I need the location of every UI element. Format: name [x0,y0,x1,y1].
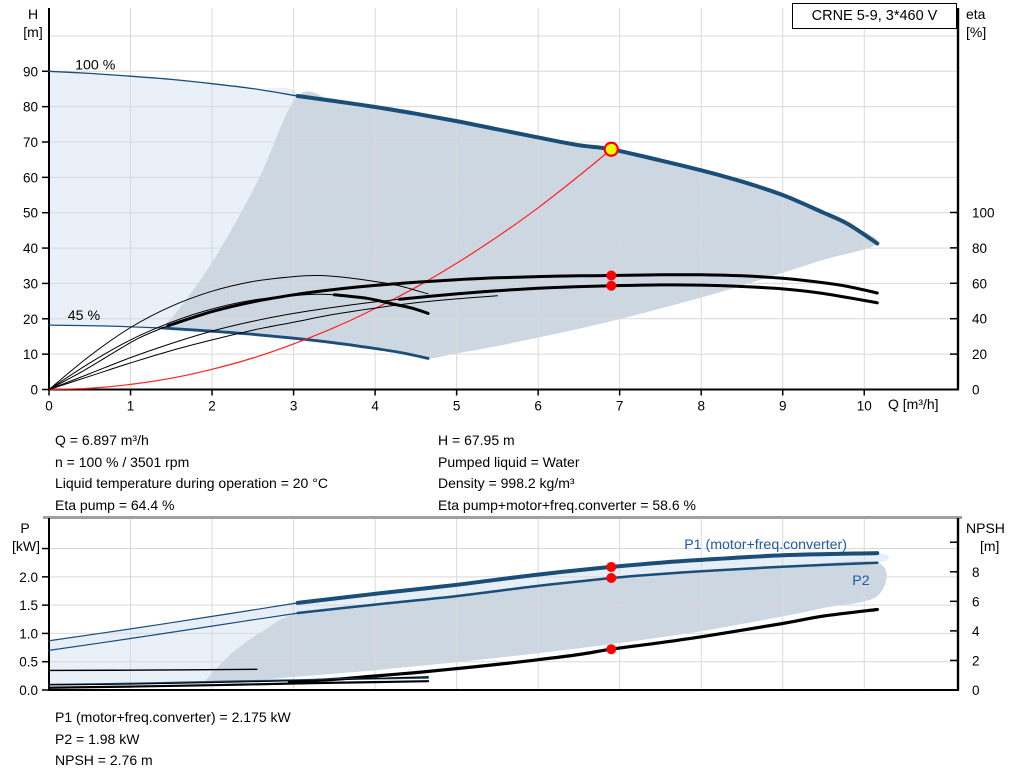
y2-tick-label: 40 [972,312,987,327]
y-tick-label: 10 [23,347,38,362]
y2-tick-label: 0 [972,383,980,398]
x-tick-label: 5 [453,399,461,414]
p1-point[interactable] [606,561,617,572]
y-tick-label: 0.0 [19,683,38,698]
y-tick-label: 20 [23,312,38,327]
info-line-q: Q = 6.897 m³/h [55,432,149,448]
p2-point[interactable] [606,572,617,583]
info-line-p1: P1 (motor+freq.converter) = 2.175 kW [55,709,291,725]
y-tick-label: 1.5 [19,598,38,613]
p2-label: P2 [852,573,869,589]
x-tick-label: 9 [779,399,787,414]
y-tick-label: 70 [23,135,38,150]
q-axis-title: Q [m³/h] [888,396,939,412]
x-tick-label: 3 [290,399,298,414]
duty-info-block-left: Q = 6.897 m³/h n = 100 % / 3501 rpm Liqu… [55,430,328,516]
eta-pump-45-thin [48,274,429,390]
y-tick-label: 1.0 [19,626,38,641]
p-axis-title: P [20,520,30,536]
head-curve-45-thin [48,324,163,329]
operating-envelope [162,91,878,359]
y-tick-label: 80 [23,100,38,115]
x-tick-label: 6 [534,399,542,414]
eta-total-100-thin [48,298,401,390]
eta-total-45-thin [48,293,335,390]
npsh-curve [287,607,879,684]
pump-title-box: CRNE 5-9, 3*460 V [792,3,957,29]
eta-aux-thin [48,295,498,390]
x-tick-label: 1 [127,399,135,414]
info-line-npsh: NPSH = 2.76 m [55,752,153,768]
p1-label: P1 (motor+freq.converter) [684,537,847,553]
x-tick-label: 10 [857,399,872,414]
info-line-speed: n = 100 % / 3501 rpm [55,453,190,470]
info-line-eta-pump: Eta pump = 64.4 % [55,496,175,513]
p1-p2-band [49,552,890,651]
p2-curve-45 [47,680,430,689]
duty-info-block-right: H = 67.95 m Pumped liquid = Water Densit… [438,430,696,516]
y2-tick-label: 2 [972,653,980,668]
p1-ramp-line [48,668,258,672]
h-axis-title: H [27,6,39,22]
duty-point[interactable] [603,141,619,157]
power-npsh-chart: 0.0 0.5 1.0 1.5 2.0 0 2 4 6 8 P1 (motor+freq.conve… [19,516,980,698]
y-tick-label: 0 [30,383,38,398]
y2-tick-label: 4 [972,624,980,639]
y-tick-label: 2.0 [19,570,38,585]
info-line-density: Density = 998.2 kg/m³ [438,475,575,491]
y2-tick-label: 6 [972,594,980,609]
eta-pump-point[interactable] [606,270,617,281]
system-curve [48,148,612,391]
h-axis-unit: [m] [23,24,43,40]
eta-total-100 [398,283,879,305]
p2-curve-thin [48,612,299,651]
npsh-point[interactable] [606,644,617,655]
hq-chart: 0 1 2 3 4 5 6 7 8 9 100102030405060708090020406080… [23,8,995,414]
eta-axis-unit: [%] [966,24,987,40]
eta-axis-title: eta [966,6,986,22]
info-line-eta-total: Eta pump+motor+freq.converter = 58.6 % [438,496,696,513]
speed-label-100: 100 % [75,58,116,74]
p-axis-unit: [kW] [12,538,40,554]
speed-label-45: 45 % [68,308,101,324]
y-tick-label: 90 [23,64,38,79]
info-line-head: H = 67.95 m [438,432,515,448]
y-tick-label: 40 [23,241,38,256]
head-curve-100 [295,94,880,246]
info-line-p2: P2 = 1.98 kW [55,730,140,747]
eta-total-45-tail [332,293,430,315]
info-line-liquid: Pumped liquid = Water [438,453,580,470]
head-curve-45 [160,326,430,360]
power-area-pale [49,613,299,685]
x-tick-label: 8 [697,399,705,414]
eta-total-point[interactable] [606,280,617,291]
npsh-curve-45 [48,676,429,686]
y2-tick-label: 20 [972,347,987,362]
npsh-axis-title: NPSH [966,520,1005,536]
operating-area-pale [49,71,298,330]
head-curve-100-thin [48,70,299,97]
y2-tick-label: 0 [972,683,980,698]
y-tick-label: 50 [23,206,38,221]
y2-tick-label: 80 [972,241,987,256]
eta-pump-100 [166,273,879,328]
x-tick-label: 7 [616,399,624,414]
x-tick-label: 2 [208,399,216,414]
y2-tick-label: 100 [972,205,995,220]
y2-tick-label: 60 [972,276,987,291]
y2-tick-label: 8 [972,565,980,580]
info-line-temperature: Liquid temperature during operation = 20… [55,475,328,491]
eta-pump-100-thin [48,325,169,390]
y-tick-label: 60 [23,170,38,185]
power-info-block: P1 (motor+freq.converter) = 2.175 kW P2 … [55,707,291,772]
y-tick-label: 0.5 [19,655,38,670]
p1-curve-thin [48,602,299,642]
npsh-axis-unit: [m] [980,538,1000,554]
x-tick-label: 0 [45,399,53,414]
y-tick-label: 30 [23,276,38,291]
x-tick-label: 4 [371,399,379,414]
